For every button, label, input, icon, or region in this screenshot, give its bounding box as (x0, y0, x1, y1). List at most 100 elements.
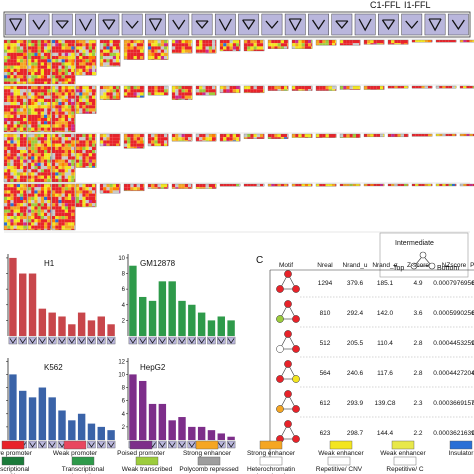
heatmap-block (75, 85, 97, 114)
motif-header-strip (3, 11, 471, 38)
bar (158, 403, 167, 440)
heatmap-block (75, 183, 97, 208)
table-cell: 0.0004453259 (433, 340, 474, 347)
motif-tick-icon (197, 336, 206, 345)
heatmap-block (219, 133, 241, 142)
bar (87, 423, 96, 440)
heatmap-block (243, 39, 265, 52)
motif-tick-icon (57, 336, 67, 345)
table-header: NZscore (442, 262, 467, 269)
table-cell: 2.3 (413, 400, 422, 407)
motif-tick-icon (38, 440, 47, 449)
motif-tick-icon (167, 440, 177, 449)
heatmap-block (75, 39, 97, 76)
heatmap-block (123, 133, 145, 149)
heatmap-block (363, 39, 385, 45)
heatmap-block (27, 183, 52, 231)
motif-tick-icon (158, 336, 167, 345)
heatmap-block (123, 85, 145, 98)
table-cell: 240.6 (347, 370, 364, 377)
y-tick-label: 6 (122, 287, 126, 293)
bar (129, 374, 137, 440)
motif-glyph-icon (125, 20, 139, 29)
motif-tick-icon (106, 440, 116, 449)
heatmap-block (195, 39, 217, 54)
motif-frame (28, 13, 50, 36)
table-cell: 0.000 (472, 430, 474, 437)
legend-swatch (135, 456, 159, 466)
legend-label: Polycomb repressed (179, 466, 239, 473)
legend-label: Weak enhancer (318, 450, 364, 457)
motif-frame (401, 13, 423, 36)
heatmap-block (51, 133, 76, 183)
table-cell: 810 (320, 310, 331, 317)
heatmap-block (459, 183, 474, 187)
heatmap-block (243, 85, 265, 94)
bar (139, 380, 147, 440)
motif-node-icon (284, 390, 292, 398)
motif-glyph-icon (148, 18, 163, 32)
motif-glyph-icon (381, 19, 395, 31)
legend-swatch (329, 440, 353, 450)
motif-glyph-icon (195, 20, 209, 29)
bar (197, 426, 206, 440)
bar (48, 397, 56, 440)
bar (58, 410, 66, 440)
heatmap-block (51, 85, 76, 133)
motif-heatmap (3, 38, 474, 233)
motif-tick-icon (8, 336, 18, 345)
heatmap-block (291, 133, 313, 138)
bar (178, 300, 186, 336)
node-legend-top: Top (393, 265, 404, 272)
motif-node-icon (276, 345, 284, 353)
heatmap-block (99, 133, 121, 147)
bar (148, 403, 157, 440)
bar-panel-title: K562 (44, 363, 63, 372)
table-cell: 564 (320, 370, 331, 377)
bar (188, 304, 196, 336)
heatmap-block (147, 85, 169, 96)
motif-glyph-icon (78, 18, 93, 32)
bar (38, 387, 47, 440)
motif-glyph-icon (102, 19, 116, 31)
panel-c-table: C Motif Nreal Nrand_u Nrand_σ Z-score NZscore P… (256, 255, 474, 458)
table-cell: 0.0005990256 (433, 310, 474, 317)
motif-tick-icon (226, 336, 236, 345)
heatmap-block (171, 133, 193, 142)
motif-frame (238, 13, 260, 36)
motif-frame (145, 13, 166, 36)
motif-glyph-icon (265, 20, 279, 29)
heatmap-block (363, 85, 385, 90)
y-tick-label: 8 (122, 386, 126, 392)
node-legend-intermediate: Intermediate (395, 240, 434, 247)
table-cell: 1294 (318, 280, 333, 287)
motif-tick-icon (87, 440, 96, 449)
bar-panel-title: H1 (44, 259, 55, 268)
motif-tick-icon (28, 440, 37, 449)
heatmap-block (243, 133, 265, 139)
heatmap-block (51, 183, 76, 231)
table-cell: 293.9 (347, 400, 364, 407)
motif-frame (308, 13, 329, 36)
table-cell: 0.0003669157 (433, 400, 474, 407)
table-cell: 0.000 (472, 280, 474, 287)
bar (107, 324, 115, 336)
heatmap-block (411, 133, 433, 137)
motif-frame (331, 13, 353, 36)
heatmap-block (291, 39, 313, 49)
motif-frame (98, 13, 120, 36)
legend-label: Repetitive/ C (386, 466, 424, 473)
motif-node-icon (284, 300, 292, 308)
bar (48, 312, 56, 336)
table-cell: 185.1 (377, 280, 394, 287)
motif-tick-icon (158, 440, 167, 449)
motif-tick-icon (77, 336, 86, 345)
table-cell: 139.C8 (375, 400, 396, 407)
intermediate-node-icon (419, 251, 427, 259)
bar (77, 312, 86, 336)
legend-swatch (71, 456, 95, 466)
heatmap-block (387, 39, 409, 45)
table-cell: 379.6 (347, 280, 364, 287)
bar (227, 320, 235, 336)
motif-tick-icon (28, 336, 37, 345)
